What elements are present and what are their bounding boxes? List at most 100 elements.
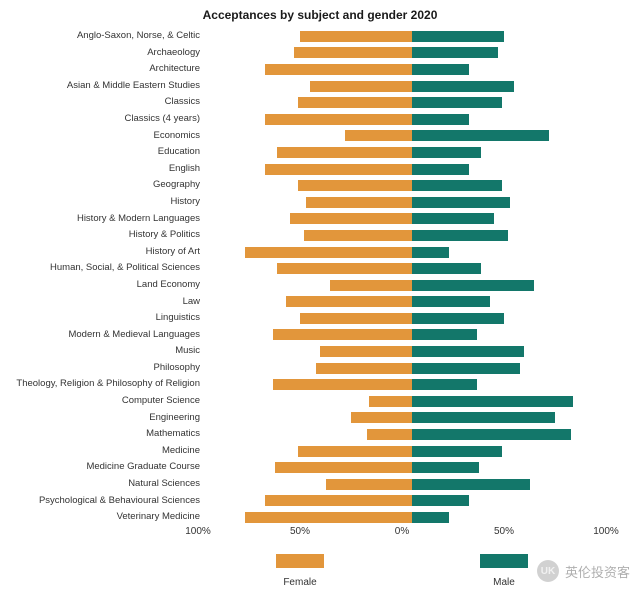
- chart-row: Modern & Medieval Languages: [10, 327, 628, 344]
- bar-male: [412, 429, 571, 440]
- bar-male: [412, 64, 469, 75]
- bar-area: [208, 462, 616, 474]
- category-label: Classics (4 years): [10, 111, 200, 128]
- bar-area: [208, 512, 616, 524]
- category-label: English: [10, 161, 200, 178]
- chart-row: Classics: [10, 94, 628, 111]
- bar-female: [277, 263, 412, 274]
- bar-male: [412, 230, 508, 241]
- bar-area: [208, 346, 616, 358]
- bar-male: [412, 495, 469, 506]
- bar-female: [298, 180, 412, 191]
- bar-area: [208, 396, 616, 408]
- category-label: Engineering: [10, 410, 200, 427]
- bar-female: [310, 81, 412, 92]
- bar-male: [412, 164, 469, 175]
- chart-row: Education: [10, 144, 628, 161]
- bar-male: [412, 479, 530, 490]
- bar-female: [265, 114, 412, 125]
- chart-row: Psychological & Behavioural Sciences: [10, 493, 628, 510]
- bar-area: [208, 479, 616, 491]
- bar-area: [208, 329, 616, 341]
- watermark-text: 英伦投资客: [565, 562, 630, 581]
- category-label: Psychological & Behavioural Sciences: [10, 493, 200, 510]
- bar-female: [290, 213, 412, 224]
- bar-female: [265, 495, 412, 506]
- chart-row: History & Modern Languages: [10, 211, 628, 228]
- chart-row: Natural Sciences: [10, 476, 628, 493]
- bar-female: [320, 346, 412, 357]
- category-label: Veterinary Medicine: [10, 509, 200, 526]
- legend-male-label: Male: [493, 577, 515, 588]
- bar-female: [300, 31, 412, 42]
- bar-male: [412, 213, 494, 224]
- bar-area: [208, 97, 616, 109]
- bar-area: [208, 263, 616, 275]
- category-label: History of Art: [10, 244, 200, 261]
- chart-row: Theology, Religion & Philosophy of Relig…: [10, 376, 628, 393]
- diverging-bar-chart: Anglo-Saxon, Norse, & CelticArchaeologyA…: [10, 28, 628, 526]
- bar-male: [412, 363, 520, 374]
- bar-male: [412, 412, 555, 423]
- bar-area: [208, 31, 616, 43]
- bar-male: [412, 31, 504, 42]
- chart-row: Medicine: [10, 443, 628, 460]
- legend-item-female: Female: [198, 554, 402, 590]
- bar-male: [412, 396, 573, 407]
- watermark: UK 英伦投资客: [537, 560, 630, 582]
- category-label: Classics: [10, 94, 200, 111]
- bar-area: [208, 47, 616, 59]
- chart-row: Linguistics: [10, 310, 628, 327]
- x-tick-label: 0%: [395, 526, 409, 537]
- bar-area: [208, 64, 616, 76]
- bar-male: [412, 280, 534, 291]
- chart-row: Veterinary Medicine: [10, 509, 628, 526]
- chart-row: Medicine Graduate Course: [10, 459, 628, 476]
- x-axis: 100%50%0%50%100%: [198, 526, 606, 544]
- bar-area: [208, 429, 616, 441]
- bar-area: [208, 446, 616, 458]
- bar-area: [208, 379, 616, 391]
- category-label: Music: [10, 343, 200, 360]
- category-label: Economics: [10, 128, 200, 145]
- bar-male: [412, 462, 479, 473]
- category-label: Theology, Religion & Philosophy of Relig…: [10, 376, 200, 393]
- chart-row: Classics (4 years): [10, 111, 628, 128]
- category-label: Anglo-Saxon, Norse, & Celtic: [10, 28, 200, 45]
- bar-area: [208, 147, 616, 159]
- bar-area: [208, 313, 616, 325]
- bar-female: [286, 296, 412, 307]
- chart-row: Geography: [10, 177, 628, 194]
- category-label: Architecture: [10, 61, 200, 78]
- bar-area: [208, 197, 616, 209]
- chart-row: Engineering: [10, 410, 628, 427]
- bar-male: [412, 346, 524, 357]
- legend-swatch-female: [276, 554, 324, 568]
- category-label: Modern & Medieval Languages: [10, 327, 200, 344]
- bar-female: [245, 247, 412, 258]
- bar-area: [208, 247, 616, 259]
- bar-female: [277, 147, 412, 158]
- bar-male: [412, 97, 502, 108]
- bar-male: [412, 180, 502, 191]
- bar-male: [412, 296, 490, 307]
- chart-title: Acceptances by subject and gender 2020: [0, 8, 640, 22]
- bar-male: [412, 247, 449, 258]
- chart-row: Philosophy: [10, 360, 628, 377]
- category-label: Mathematics: [10, 426, 200, 443]
- bar-female: [367, 429, 412, 440]
- bar-male: [412, 81, 514, 92]
- bar-male: [412, 114, 469, 125]
- bar-female: [369, 396, 412, 407]
- bar-area: [208, 130, 616, 142]
- chart-row: Human, Social, & Political Sciences: [10, 260, 628, 277]
- chart-row: Law: [10, 294, 628, 311]
- bar-female: [330, 280, 412, 291]
- bar-area: [208, 81, 616, 93]
- bar-female: [294, 47, 412, 58]
- chart-page: Acceptances by subject and gender 2020 A…: [0, 0, 640, 594]
- bar-male: [412, 446, 502, 457]
- chart-row: Economics: [10, 128, 628, 145]
- bar-area: [208, 363, 616, 375]
- chart-row: Mathematics: [10, 426, 628, 443]
